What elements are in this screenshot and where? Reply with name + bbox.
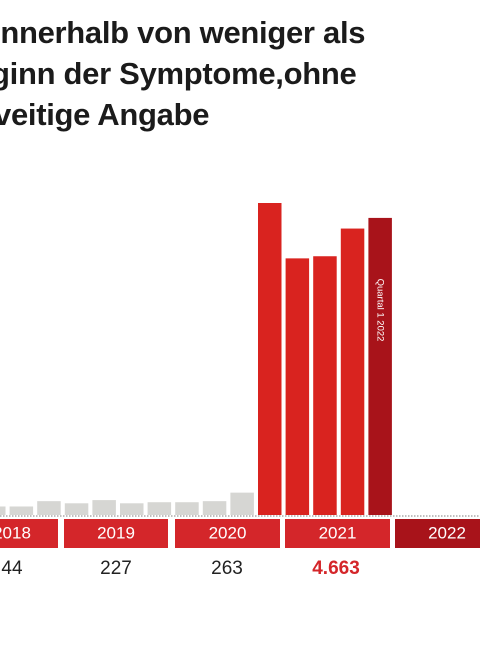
title-line-1: innerhalb von weniger als xyxy=(0,15,366,50)
year-band-2018 xyxy=(0,519,58,548)
year-label-2021: 2021 xyxy=(319,523,357,542)
year-band-2022 xyxy=(395,519,480,548)
bar-label: Quartal 1 2022 xyxy=(375,279,386,342)
bar-2019-5 xyxy=(120,503,144,515)
chart-title: innerhalb von weniger als ginn der Sympt… xyxy=(0,12,480,135)
total-2018: 44 xyxy=(1,558,23,579)
bar-2021-11 xyxy=(285,258,310,515)
bar-2018-0 xyxy=(0,506,6,515)
year-label-2019: 2019 xyxy=(97,523,135,542)
bar-2021-12 xyxy=(313,256,337,515)
year-band-2021 xyxy=(285,519,390,548)
year-band-2019 xyxy=(64,519,168,548)
bar-2022-14 xyxy=(368,217,392,516)
bar-2019-2 xyxy=(37,501,61,515)
title-line-2: ginn der Symptome,ohne xyxy=(0,56,357,91)
bar-2020-7 xyxy=(175,502,199,515)
total-2021: 4.663 xyxy=(312,558,360,579)
bar-2018-1 xyxy=(9,506,34,515)
year-band-2020 xyxy=(175,519,280,548)
bar-2020-6 xyxy=(147,502,172,515)
year-label-2020: 2020 xyxy=(209,523,247,542)
bar-2019-4 xyxy=(92,500,116,515)
bar-2021-13 xyxy=(340,228,365,515)
bar-2020-8 xyxy=(202,501,227,515)
total-2019: 227 xyxy=(100,558,132,579)
total-2020: 263 xyxy=(211,558,243,579)
bar-2021-10 xyxy=(258,203,282,515)
bar-2019-3 xyxy=(64,503,89,515)
bar-2020-9 xyxy=(230,492,254,515)
title-line-3: veitige Angabe xyxy=(0,97,210,132)
year-label-2022: 2022 xyxy=(428,523,466,542)
yearly-totals-row: 44 227 263 4.663 xyxy=(0,558,480,588)
